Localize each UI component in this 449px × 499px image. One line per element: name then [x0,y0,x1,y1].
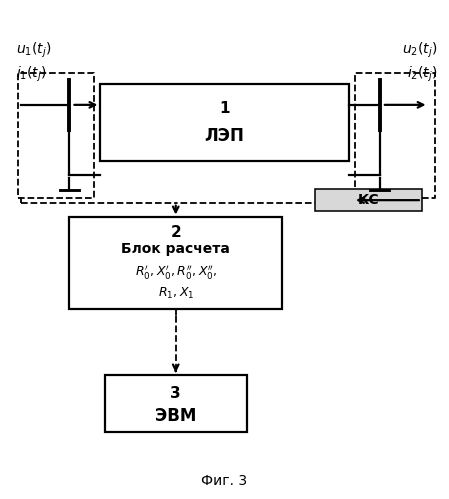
Bar [100,84,349,161]
Text: ЛЭП: ЛЭП [205,127,244,145]
Text: $u_2(t_j)$: $u_2(t_j)$ [402,41,437,60]
Text: 3: 3 [171,386,181,401]
Text: $i_2(t_j)$: $i_2(t_j)$ [407,64,437,84]
Bar [315,189,422,211]
Text: Блок расчета: Блок расчета [121,243,230,256]
Text: 2: 2 [170,226,181,241]
Text: 1: 1 [219,101,230,116]
Text: $R_0^{\prime}, X_0^{\prime}, R_0^{\prime\prime}, X_0^{\prime\prime},$: $R_0^{\prime}, X_0^{\prime}, R_0^{\prime… [135,263,217,281]
Bar [105,375,247,432]
Text: $u_1(t_j)$: $u_1(t_j)$ [16,41,52,60]
Text: ЭВМ: ЭВМ [155,407,196,425]
Text: $i_1(t_j)$: $i_1(t_j)$ [16,64,47,84]
Text: $R_1, X_1$: $R_1, X_1$ [158,285,194,301]
Text: Фиг. 3: Фиг. 3 [202,475,247,489]
Text: КС: КС [358,193,379,207]
Bar [69,218,282,309]
